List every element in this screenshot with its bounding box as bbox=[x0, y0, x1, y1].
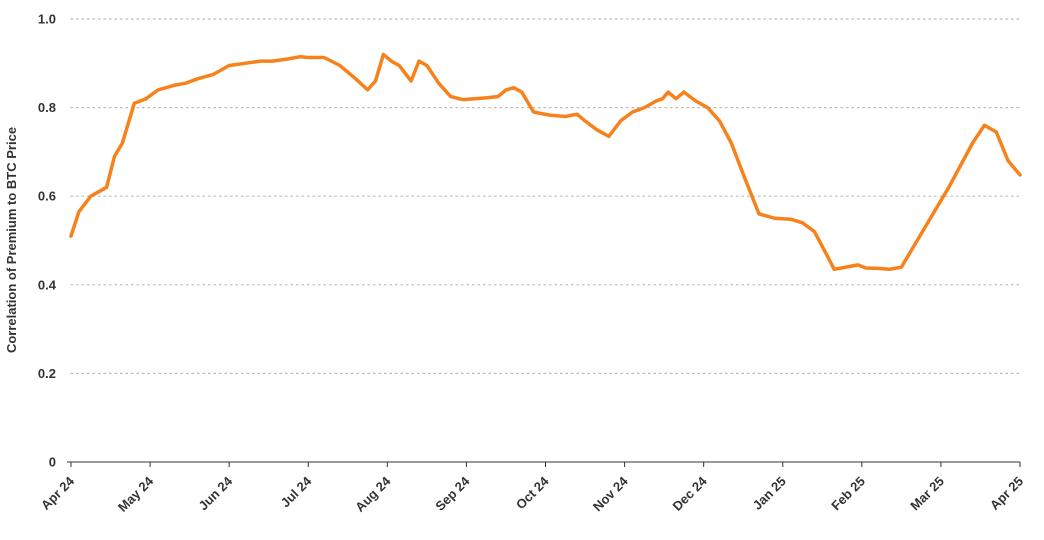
y-tick-label: 0.8 bbox=[38, 100, 56, 115]
x-tick-label: Dec 24 bbox=[670, 473, 711, 514]
y-tick-label: 1.0 bbox=[38, 12, 56, 27]
series-layer bbox=[69, 52, 1022, 272]
y-tick-label: 0.4 bbox=[38, 277, 57, 292]
x-tick-label: Oct 24 bbox=[513, 473, 552, 512]
y-axis-title: Correlation of Premium to BTC Price bbox=[4, 127, 19, 353]
y-axis-ticks: 0 0.2 0.4 0.6 0.8 1.0 bbox=[38, 12, 57, 470]
x-tick-label: Apr 25 bbox=[987, 474, 1026, 513]
x-tick-label: Jul 24 bbox=[278, 473, 315, 510]
x-tick-label: Mar 25 bbox=[907, 474, 947, 514]
x-tick-label: Jun 24 bbox=[196, 473, 236, 513]
x-tick-label: Sep 24 bbox=[432, 473, 473, 514]
y-tick-label: 0 bbox=[49, 455, 56, 470]
x-tick-label: Apr 24 bbox=[38, 473, 78, 513]
gridlines bbox=[70, 18, 1021, 374]
x-tick-label: Aug 24 bbox=[352, 473, 394, 515]
x-tick-label: May 24 bbox=[115, 473, 157, 515]
y-tick-label: 0.2 bbox=[38, 366, 56, 381]
y-tick-label: 0.6 bbox=[38, 189, 56, 204]
x-tick-label: Jan 25 bbox=[750, 474, 789, 513]
x-tick-label: Feb 25 bbox=[828, 474, 868, 514]
series-line-0 bbox=[69, 52, 1022, 272]
x-tick-label: Nov 24 bbox=[590, 473, 631, 514]
x-axis-ticks: Apr 24 May 24 Jun 24 Jul 24 Aug 24 Sep 24 Oct … bbox=[38, 462, 1026, 515]
